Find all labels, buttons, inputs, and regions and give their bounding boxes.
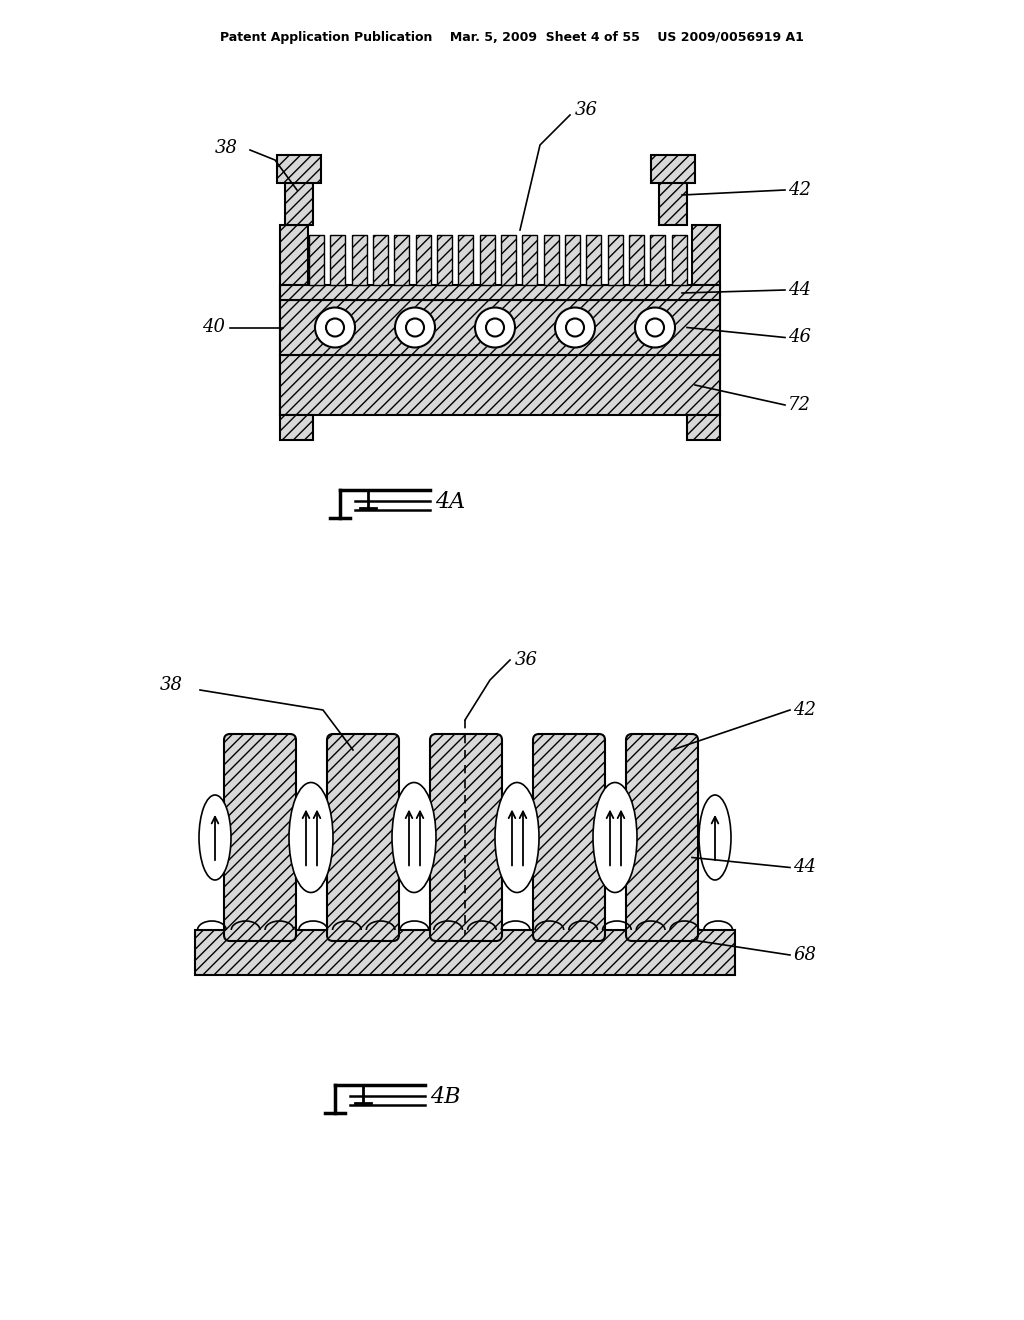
Bar [501,235,516,285]
Bar [280,224,308,414]
Ellipse shape [289,783,333,892]
Circle shape [646,318,664,337]
Bar [331,235,345,285]
Bar [394,235,410,285]
Bar [280,414,313,440]
Bar [373,235,388,285]
Ellipse shape [392,783,436,892]
Bar [285,176,313,224]
Circle shape [635,308,675,347]
Circle shape [566,318,584,337]
Bar [437,235,452,285]
Bar [479,235,495,285]
Text: 42: 42 [793,701,816,719]
Text: 36: 36 [575,102,598,119]
Bar [544,235,559,285]
Bar [351,235,367,285]
Circle shape [326,318,344,337]
Text: 38: 38 [215,139,238,157]
Bar [650,235,666,285]
Bar [459,235,473,285]
Text: 36: 36 [515,651,538,669]
Circle shape [486,318,504,337]
Bar [522,235,538,285]
Circle shape [555,308,595,347]
Text: 38: 38 [160,676,183,694]
Circle shape [475,308,515,347]
Circle shape [395,308,435,347]
Bar [659,176,687,224]
Bar [687,414,720,440]
Bar [607,235,623,285]
Bar [309,235,324,285]
Text: 4B: 4B [430,1086,461,1107]
Bar [278,154,321,183]
Text: 40: 40 [202,318,225,337]
Bar [280,285,720,300]
Bar [195,931,735,975]
Ellipse shape [593,783,637,892]
Bar [672,235,687,285]
Ellipse shape [199,795,231,880]
Bar [416,235,431,285]
Text: 46: 46 [788,329,811,346]
Bar [280,300,720,355]
FancyBboxPatch shape [430,734,502,941]
Bar [629,235,644,285]
FancyBboxPatch shape [327,734,399,941]
Bar [651,154,695,183]
Text: 68: 68 [793,946,816,964]
Ellipse shape [495,783,539,892]
Bar [692,224,720,414]
Text: 44: 44 [788,281,811,300]
Bar [587,235,601,285]
Text: 72: 72 [788,396,811,414]
FancyBboxPatch shape [626,734,698,941]
Circle shape [406,318,424,337]
Bar [565,235,580,285]
Text: 44: 44 [793,858,816,876]
Bar [280,355,720,414]
Text: Patent Application Publication    Mar. 5, 2009  Sheet 4 of 55    US 2009/0056919: Patent Application Publication Mar. 5, 2… [220,32,804,45]
Ellipse shape [699,795,731,880]
FancyBboxPatch shape [224,734,296,941]
Circle shape [315,308,355,347]
Text: 42: 42 [788,181,811,199]
Text: 4A: 4A [435,491,465,513]
FancyBboxPatch shape [534,734,605,941]
